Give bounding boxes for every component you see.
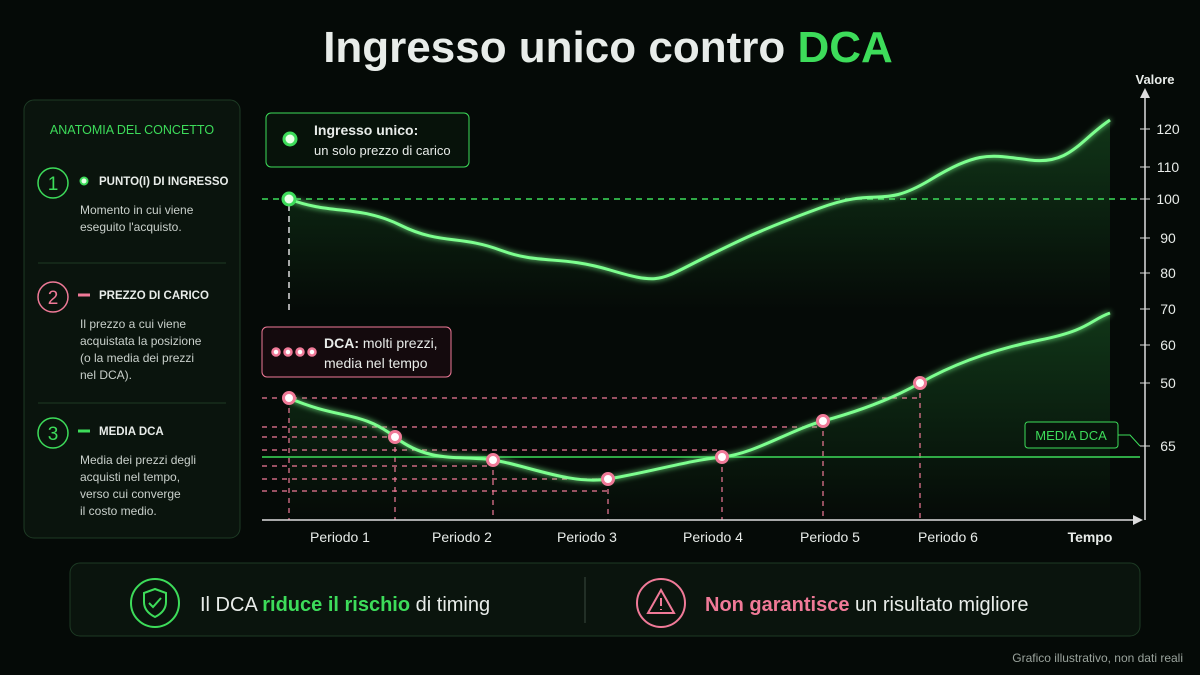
item-label: PREZZO DI CARICO bbox=[99, 290, 209, 302]
x-tick-label: Periodo 5 bbox=[800, 529, 860, 545]
y-tick-label: 110 bbox=[1157, 159, 1180, 175]
item-icon bbox=[78, 429, 90, 433]
item-icon bbox=[79, 176, 89, 186]
y-tick-label: 60 bbox=[1160, 337, 1176, 353]
item-description: Media dei prezzi degli bbox=[80, 453, 196, 467]
area-top bbox=[289, 120, 1110, 310]
single-curve bbox=[288, 118, 1111, 281]
item-description: il costo medio. bbox=[80, 504, 157, 518]
item-description: (o la media dei prezzi bbox=[80, 351, 194, 365]
callout-text: un solo prezzo di carico bbox=[314, 143, 451, 158]
y-tick-label: 90 bbox=[1160, 230, 1176, 246]
item-number: 1 bbox=[48, 174, 59, 195]
item-label: PUNTO(I) DI INGRESSO bbox=[99, 176, 229, 188]
dca-dots bbox=[282, 376, 927, 486]
callout-dot bbox=[282, 131, 298, 147]
item-number: 2 bbox=[48, 288, 59, 309]
item-badge bbox=[37, 167, 69, 199]
sidebar-panel bbox=[23, 99, 241, 539]
entry-dot bbox=[281, 191, 297, 207]
dca-callout-line1: DCA: molti prezzi, bbox=[324, 335, 438, 351]
item-description: nel DCA). bbox=[80, 368, 132, 382]
dca-guides bbox=[262, 383, 921, 520]
x-tick-label: Periodo 6 bbox=[918, 529, 978, 545]
item-description: Il prezzo a cui viene bbox=[80, 317, 186, 331]
axes bbox=[262, 95, 1146, 521]
footer-panel bbox=[69, 562, 1141, 637]
y-tick-label: 50 bbox=[1160, 375, 1176, 391]
footer-right: Non garantisce un risultato migliore bbox=[705, 594, 1028, 616]
single-callout bbox=[265, 112, 470, 168]
dca-callout bbox=[261, 326, 452, 378]
item-label: MEDIA DCA bbox=[99, 426, 164, 438]
title: Ingresso unico contro DCA bbox=[323, 23, 893, 72]
x-tick-label: Periodo 1 bbox=[310, 529, 370, 545]
item-description: verso cui converge bbox=[80, 487, 181, 501]
sidebar-heading: ANATOMIA DEL CONCETTO bbox=[50, 123, 214, 137]
item-description: Momento in cui viene bbox=[80, 203, 194, 217]
item-description: acquisti nel tempo, bbox=[80, 470, 180, 484]
shield-icon bbox=[130, 578, 180, 628]
y-tick-label: 100 bbox=[1156, 191, 1180, 207]
x-tick-label: Periodo 2 bbox=[432, 529, 492, 545]
item-icon bbox=[78, 293, 90, 297]
callout-title: Ingresso unico: bbox=[314, 122, 418, 138]
dca-callout-line2: media nel tempo bbox=[324, 355, 428, 371]
warning-glyph bbox=[646, 587, 676, 614]
warning-icon bbox=[636, 578, 686, 628]
item-number: 3 bbox=[48, 424, 59, 445]
y-tick-label: 80 bbox=[1160, 265, 1176, 281]
area-bottom bbox=[289, 313, 1110, 520]
item-description: acquistata la posizione bbox=[80, 334, 202, 348]
average-label: MEDIA DCA bbox=[1035, 428, 1107, 443]
note: Grafico illustrativo, non dati reali bbox=[1012, 651, 1183, 665]
callout-dots bbox=[271, 347, 317, 357]
average-pointer bbox=[1118, 434, 1141, 447]
item-badge bbox=[37, 417, 69, 449]
x-tick-label: Periodo 3 bbox=[557, 529, 617, 545]
item-badge bbox=[37, 281, 69, 313]
item-description: eseguito l'acquisto. bbox=[80, 220, 182, 234]
y-tick-label: 120 bbox=[1156, 121, 1180, 137]
footer-left: Il DCA riduce il rischio di timing bbox=[200, 594, 490, 616]
x-tick-label: Periodo 4 bbox=[683, 529, 743, 545]
y-tick-label: 65 bbox=[1160, 438, 1176, 454]
y-axis-label: Valore bbox=[1135, 72, 1174, 87]
shield-glyph bbox=[143, 587, 167, 619]
y-tick-label: 70 bbox=[1160, 301, 1176, 317]
x-axis-label: Tempo bbox=[1068, 529, 1113, 545]
